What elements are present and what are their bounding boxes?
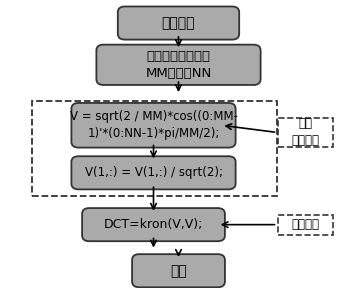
Text: 结束: 结束: [170, 264, 187, 278]
Text: 遍历
分频采样: 遍历 分频采样: [291, 118, 319, 147]
Text: 程序开始: 程序开始: [162, 16, 195, 30]
Text: 字典调制: 字典调制: [291, 218, 319, 231]
Text: V = sqrt(2 / MM)*cos((0:MM-
1)'*(0:NN-1)*pi/MM/2);: V = sqrt(2 / MM)*cos((0:MM- 1)'*(0:NN-1)…: [70, 110, 237, 140]
FancyBboxPatch shape: [96, 45, 261, 85]
FancyBboxPatch shape: [71, 156, 236, 190]
Bar: [278, 118, 333, 147]
Bar: [278, 215, 333, 235]
Bar: [32, 101, 277, 196]
Text: V(1,:) = V(1,:) / sqrt(2);: V(1,:) = V(1,:) / sqrt(2);: [85, 166, 222, 179]
FancyBboxPatch shape: [132, 254, 225, 287]
FancyBboxPatch shape: [118, 7, 239, 40]
FancyBboxPatch shape: [71, 103, 236, 148]
Text: DCT=kron(V,V);: DCT=kron(V,V);: [104, 218, 203, 231]
Text: 设置目标字典行数
MM，列数NN: 设置目标字典行数 MM，列数NN: [145, 50, 212, 80]
FancyBboxPatch shape: [82, 208, 225, 241]
